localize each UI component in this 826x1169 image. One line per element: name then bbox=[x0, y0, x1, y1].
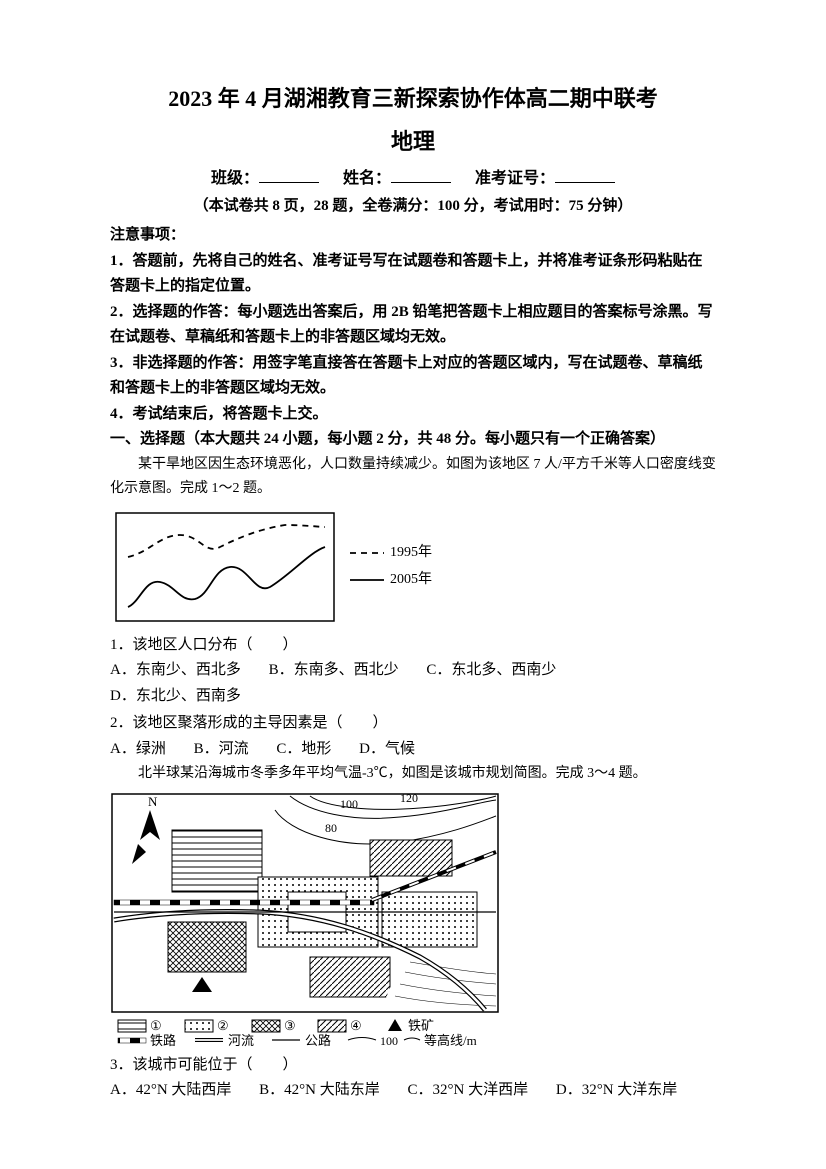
q1-option-c: C．东北多、西南少 bbox=[426, 658, 556, 684]
legend-1995-label: 1995年 bbox=[390, 541, 432, 565]
title-main: 2023 年 4 月湖湘教育三新探索协作体高二期中联考 bbox=[110, 80, 716, 117]
q2-option-b: B．河流 bbox=[194, 737, 249, 763]
svg-text:120: 120 bbox=[400, 792, 418, 805]
exam-info: （本试卷共 8 页，28 题，全卷满分：100 分，考试用时：75 分钟） bbox=[110, 194, 716, 220]
svg-text:铁矿: 铁矿 bbox=[408, 1018, 434, 1033]
svg-text:等高线/m: 等高线/m bbox=[424, 1033, 477, 1047]
svg-text:④: ④ bbox=[350, 1018, 362, 1033]
legend-solid-icon bbox=[350, 576, 384, 584]
svg-text:100: 100 bbox=[380, 1034, 398, 1047]
q1-option-b: B．东南多、西北少 bbox=[269, 658, 399, 684]
section-1-title: 一、选择题（本大题共 24 小题，每小题 2 分，共 48 分。每小题只有一个正… bbox=[110, 427, 716, 453]
passage-1: 某干旱地区因生态环境恶化，人口数量持续减少。如图为该地区 7 人/平方千米等人口… bbox=[110, 453, 716, 501]
svg-text:公路: 公路 bbox=[305, 1033, 331, 1047]
svg-text:河流: 河流 bbox=[228, 1033, 254, 1047]
q3-stem: 3．该城市可能位于（ ） bbox=[110, 1053, 716, 1079]
figure-1: 1995年 2005年 bbox=[110, 507, 716, 627]
north-label: N bbox=[148, 794, 158, 809]
notice-2: 2．选择题的作答：每小题选出答案后，用 2B 铅笔把答题卡上相应题目的答案标号涂… bbox=[110, 300, 716, 351]
class-blank bbox=[259, 167, 319, 183]
passage-2: 北半球某沿海城市冬季多年平均气温-3℃，如图是该城市规划简图。完成 3～4 题。 bbox=[110, 762, 716, 786]
q1-option-d: D．东北少、西南多 bbox=[110, 684, 241, 710]
q3-option-b: B．42°N 大陆东岸 bbox=[259, 1078, 380, 1104]
svg-text:②: ② bbox=[217, 1018, 229, 1033]
ticket-label: 准考证号： bbox=[475, 170, 555, 187]
svg-text:铁路: 铁路 bbox=[150, 1033, 176, 1047]
q2-stem: 2．该地区聚落形成的主导因素是（ ） bbox=[110, 711, 716, 737]
q2-options: A．绿洲 B．河流 C．地形 D．气候 bbox=[110, 737, 716, 763]
svg-text:①: ① bbox=[150, 1018, 162, 1033]
student-info-line: 班级： 姓名： 准考证号： bbox=[110, 165, 716, 192]
notice-1: 1．答题前，先将自己的姓名、准考证号写在试题卷和答题卡上，并将准考证条形码粘贴在… bbox=[110, 249, 716, 300]
legend-dash-icon bbox=[350, 549, 384, 557]
notice-4: 4．考试结束后，将答题卡上交。 bbox=[110, 402, 716, 428]
figure-2: N 100 120 80 bbox=[110, 792, 716, 1047]
q2-option-d: D．气候 bbox=[359, 737, 415, 763]
title-sub: 地理 bbox=[110, 123, 716, 160]
notice-3: 3．非选择题的作答：用签字笔直接答在答题卡上对应的答题区域内，写在试题卷、草稿纸… bbox=[110, 351, 716, 402]
q2-option-c: C．地形 bbox=[276, 737, 331, 763]
q3-option-d: D．32°N 大洋东岸 bbox=[556, 1078, 677, 1104]
legend-2005-label: 2005年 bbox=[390, 568, 432, 592]
q3-option-a: A．42°N 大陆西岸 bbox=[110, 1078, 231, 1104]
figure-1-legend: 1995年 2005年 bbox=[350, 538, 432, 595]
svg-text:100: 100 bbox=[340, 797, 358, 811]
ticket-blank bbox=[555, 167, 615, 183]
figure-1-svg bbox=[110, 507, 340, 627]
svg-text:③: ③ bbox=[284, 1018, 296, 1033]
q2-option-a: A．绿洲 bbox=[110, 737, 166, 763]
q1-options: A．东南少、西北多 B．东南多、西北少 C．东北多、西南少 D．东北少、西南多 bbox=[110, 658, 716, 709]
q1-stem: 1．该地区人口分布（ ） bbox=[110, 633, 716, 659]
figure-2-svg: N 100 120 80 bbox=[110, 792, 500, 1047]
notice-title: 注意事项： bbox=[110, 223, 716, 249]
class-label: 班级： bbox=[211, 170, 259, 187]
name-blank bbox=[391, 167, 451, 183]
svg-text:80: 80 bbox=[325, 821, 337, 835]
name-label: 姓名： bbox=[343, 170, 391, 187]
q3-options: A．42°N 大陆西岸 B．42°N 大陆东岸 C．32°N 大洋西岸 D．32… bbox=[110, 1078, 716, 1104]
q1-option-a: A．东南少、西北多 bbox=[110, 658, 241, 684]
q3-option-c: C．32°N 大洋西岸 bbox=[408, 1078, 529, 1104]
